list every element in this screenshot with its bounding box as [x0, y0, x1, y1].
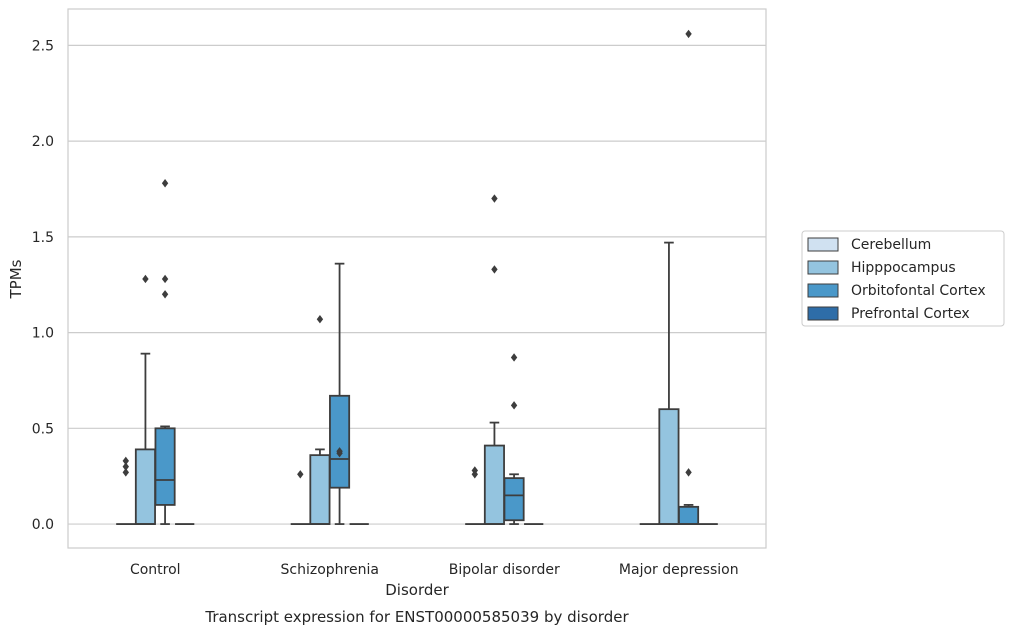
- x-tick-label: Control: [130, 562, 181, 578]
- outlier-point: [510, 401, 518, 410]
- box-marks: [116, 29, 718, 525]
- x-tick-labels: Control Schizophrenia Bipolar disorder Majo…: [130, 562, 739, 578]
- box-2-0: [154, 179, 176, 525]
- outlier-point: [336, 447, 343, 456]
- box-body: [503, 477, 525, 522]
- box-0-0: [116, 456, 136, 525]
- legend-label: Hipppocampus: [851, 260, 956, 276]
- box-1-3: [658, 241, 680, 525]
- legend-item: Cerebellum: [807, 237, 931, 253]
- y-tick-label: 0.0: [32, 517, 54, 533]
- box-0-1: [290, 470, 310, 525]
- outlier-point: [122, 462, 130, 471]
- box-body: [329, 394, 351, 489]
- legend-item: Prefrontal Cortex: [807, 306, 970, 322]
- y-tick-label: 2.0: [32, 134, 54, 150]
- outlier-point: [491, 265, 498, 274]
- legend-frame: [801, 230, 1005, 327]
- box-body: [678, 505, 700, 525]
- outlier-point: [316, 314, 324, 324]
- legend-label: Prefrontal Cortex: [851, 306, 970, 322]
- y-tick-label: 0.5: [32, 421, 54, 437]
- outlier-point: [122, 468, 130, 477]
- outlier-point: [471, 466, 479, 475]
- legend-swatch: [807, 260, 839, 275]
- outlier-point: [161, 290, 169, 299]
- box-2-2: [503, 353, 525, 525]
- legend-swatch: [807, 283, 839, 298]
- legend-label: Orbitofontal Cortex: [851, 283, 986, 299]
- x-tick-label: Major depression: [619, 562, 739, 578]
- box-1-0: [134, 274, 156, 525]
- box-2-1: [329, 262, 351, 525]
- box-body: [309, 454, 331, 525]
- x-tick-label: Schizophrenia: [281, 562, 379, 578]
- y-tick-labels: 0.0 0.5 1.0 1.5 2.0 2.5: [32, 38, 54, 533]
- y-axis-label: TPMs: [7, 259, 25, 299]
- outlier-point: [685, 29, 692, 39]
- outlier-point: [161, 179, 169, 188]
- legend-swatch: [807, 237, 839, 252]
- outlier-point: [491, 194, 498, 203]
- legend-item: Orbitofontal Cortex: [807, 283, 986, 299]
- outlier-point: [161, 274, 169, 284]
- x-axis-label: Disorder: [385, 581, 449, 599]
- outlier-point: [297, 470, 304, 479]
- box-body: [154, 427, 176, 506]
- box-body: [658, 408, 680, 525]
- box-1-1: [309, 314, 331, 525]
- box-body: [134, 448, 156, 525]
- y-tick-label: 1.0: [32, 326, 54, 342]
- outlier-point: [122, 456, 130, 466]
- x-tick-label: Bipolar disorder: [449, 562, 560, 578]
- chart-caption: Transcript expression for ENST0000058503…: [204, 608, 629, 626]
- legend-item: Hipppocampus: [807, 260, 956, 276]
- box-2-3: [678, 29, 700, 525]
- outlier-point: [510, 353, 518, 362]
- legend: Cerebellum Hipppocampus Orbitofontal Corte…: [801, 230, 1005, 327]
- plot-area-frame: [67, 8, 767, 549]
- legend-label: Cerebellum: [851, 237, 931, 253]
- outlier-point: [685, 468, 692, 477]
- outlier-point: [142, 274, 149, 284]
- legend-swatch: [807, 306, 839, 321]
- y-tick-label: 2.5: [32, 38, 54, 54]
- y-tick-label: 1.5: [32, 230, 54, 246]
- box-body: [483, 444, 505, 525]
- box-0-2: [465, 466, 485, 525]
